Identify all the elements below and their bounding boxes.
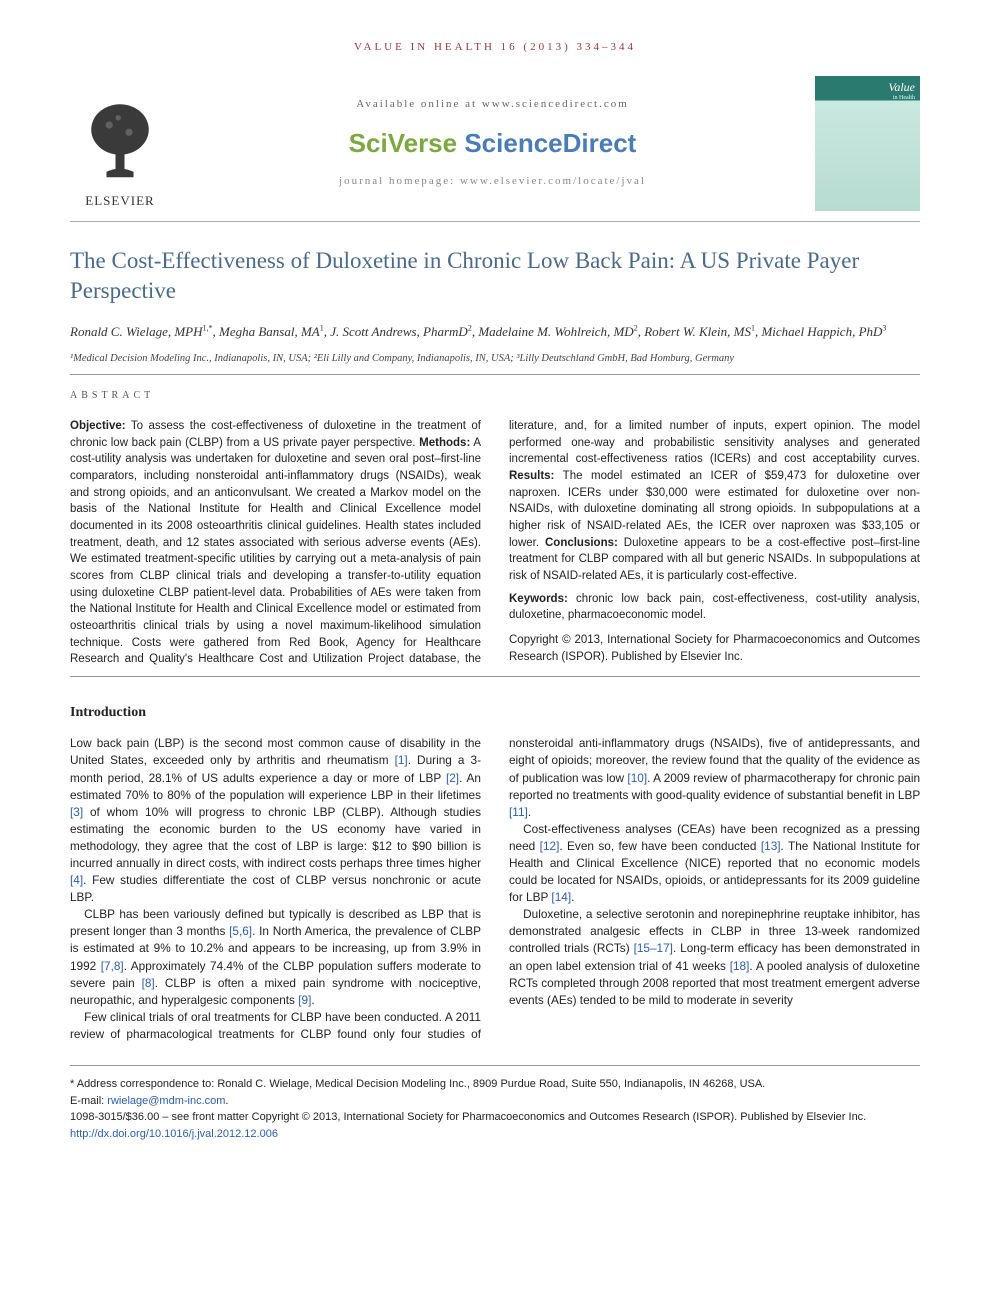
- cover-subtitle: in Health: [893, 94, 915, 103]
- elsevier-tree-icon: [75, 98, 165, 188]
- correspondence-note: * Address correspondence to: Ronald C. W…: [70, 1076, 920, 1093]
- sciverse-word: SciVerse: [349, 128, 465, 158]
- keywords-text: chronic low back pain, cost-effectivenes…: [509, 593, 920, 622]
- email-line: E-mail: rwielage@mdm-inc.com.: [70, 1093, 920, 1110]
- banner-divider: [70, 221, 920, 222]
- sciverse-logo: SciVerse ScienceDirect: [349, 125, 637, 163]
- correspondence-email[interactable]: rwielage@mdm-inc.com: [107, 1095, 225, 1107]
- body-paragraph: Duloxetine, a selective serotonin and no…: [509, 906, 920, 1009]
- journal-homepage-text: journal homepage: www.elsevier.com/locat…: [339, 174, 646, 190]
- author-list: Ronald C. Wielage, MPH1,*, Megha Bansal,…: [70, 322, 920, 342]
- body-paragraph: CLBP has been variously defined but typi…: [70, 906, 481, 1009]
- footnotes: * Address correspondence to: Ronald C. W…: [70, 1065, 920, 1142]
- keywords-label: Keywords:: [509, 593, 568, 605]
- separator-bottom: [70, 676, 920, 677]
- introduction-heading: Introduction: [70, 703, 920, 723]
- body-paragraph: Low back pain (LBP) is the second most c…: [70, 735, 481, 906]
- available-online-text: Available online at www.sciencedirect.co…: [356, 97, 629, 113]
- elsevier-logo: ELSEVIER: [70, 76, 170, 211]
- elsevier-name: ELSEVIER: [85, 192, 154, 211]
- abstract-body: Objective: To assess the cost-effectiven…: [70, 418, 920, 668]
- objective-label: Objective:: [70, 420, 126, 432]
- journal-header: VALUE IN HEALTH 16 (2013) 334–344: [70, 40, 920, 56]
- conclusions-label: Conclusions:: [545, 537, 618, 549]
- introduction-body: Low back pain (LBP) is the second most c…: [70, 735, 920, 1043]
- abstract-copyright: Copyright © 2013, International Society …: [509, 632, 920, 665]
- sciencedirect-word: ScienceDirect: [464, 128, 636, 158]
- email-label: E-mail:: [70, 1095, 107, 1107]
- affiliations: ¹Medical Decision Modeling Inc., Indiana…: [70, 351, 920, 366]
- methods-label: Methods:: [419, 437, 470, 449]
- issn-copyright-line: 1098-3015/$36.00 – see front matter Copy…: [70, 1109, 920, 1126]
- journal-cover-thumbnail: Value in Health: [815, 76, 920, 211]
- publisher-banner: ELSEVIER Available online at www.science…: [70, 76, 920, 211]
- separator-top: [70, 374, 920, 375]
- banner-center: Available online at www.sciencedirect.co…: [190, 76, 795, 211]
- doi-link[interactable]: http://dx.doi.org/10.1016/j.jval.2012.12…: [70, 1126, 920, 1143]
- results-label: Results:: [509, 470, 554, 482]
- abstract-label: ABSTRACT: [70, 389, 920, 404]
- body-paragraph: Cost-effectiveness analyses (CEAs) have …: [509, 821, 920, 906]
- article-title: The Cost-Effectiveness of Duloxetine in …: [70, 246, 920, 306]
